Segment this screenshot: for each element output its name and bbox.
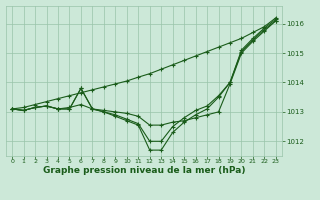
X-axis label: Graphe pression niveau de la mer (hPa): Graphe pression niveau de la mer (hPa) — [43, 166, 245, 175]
